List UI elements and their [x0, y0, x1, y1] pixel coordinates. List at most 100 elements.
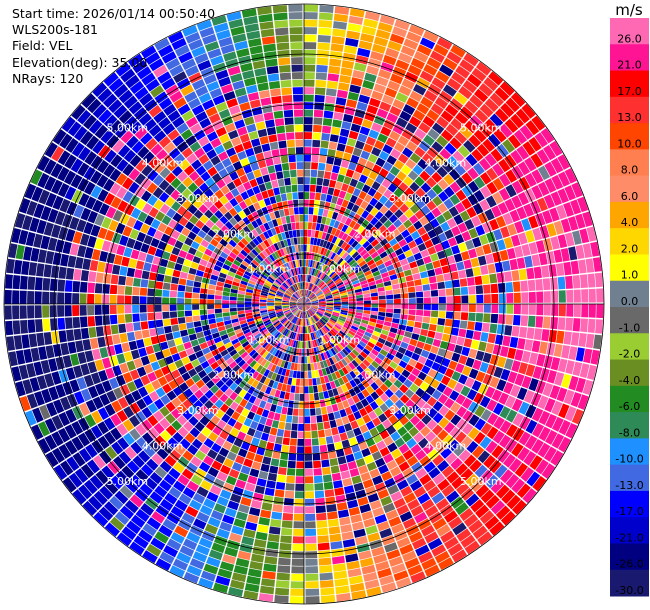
velocity-gate	[368, 247, 377, 256]
velocity-gate	[457, 145, 470, 158]
velocity-gate	[346, 99, 358, 109]
velocity-gate	[318, 19, 333, 28]
velocity-gate	[304, 12, 318, 20]
velocity-gate	[440, 129, 454, 142]
velocity-gate	[358, 190, 367, 200]
velocity-gate	[410, 57, 426, 70]
velocity-gate	[472, 266, 482, 277]
velocity-gate	[304, 289, 307, 297]
velocity-gate	[479, 103, 494, 118]
velocity-gate	[472, 237, 482, 248]
velocity-gate	[450, 117, 464, 131]
velocity-gate	[463, 52, 479, 67]
velocity-gate	[351, 240, 359, 249]
velocity-gate	[390, 256, 400, 264]
velocity-gate	[314, 230, 320, 238]
velocity-gate	[525, 230, 535, 243]
velocity-gate	[464, 120, 478, 134]
velocity-gate	[357, 216, 365, 225]
velocity-gate	[543, 238, 553, 252]
velocity-gate	[305, 282, 308, 290]
velocity-gate	[504, 118, 519, 133]
velocity-gate	[320, 140, 329, 149]
colorbar-tick-label: 17.0	[617, 85, 642, 98]
velocity-gate	[543, 194, 555, 209]
velocity-gate	[374, 220, 383, 230]
velocity-gate	[371, 181, 381, 191]
velocity-gate	[563, 202, 575, 217]
velocity-gate	[385, 47, 400, 59]
velocity-gate	[318, 300, 326, 303]
velocity-gate	[560, 247, 570, 262]
velocity-gate	[307, 290, 311, 298]
velocity-gate	[307, 229, 312, 237]
velocity-gate	[334, 6, 350, 15]
velocity-gate	[406, 255, 416, 264]
velocity-gate	[436, 135, 449, 148]
velocity-gate	[321, 133, 331, 141]
velocity-gate	[329, 50, 343, 60]
velocity-gate	[473, 162, 485, 176]
velocity-gate	[343, 176, 352, 185]
velocity-gate	[362, 290, 371, 295]
velocity-gate	[304, 300, 311, 304]
velocity-gate	[313, 124, 322, 133]
velocity-gate	[354, 243, 362, 251]
velocity-gate	[510, 92, 526, 108]
velocity-gate	[525, 120, 540, 136]
colorbar-tick-label: 0.0	[621, 295, 639, 308]
velocity-gate	[304, 147, 312, 155]
velocity-gate	[513, 129, 528, 145]
velocity-gate	[387, 80, 401, 92]
velocity-gate	[477, 255, 487, 266]
velocity-gate	[498, 158, 511, 173]
velocity-gate	[464, 219, 475, 230]
velocity-gate	[431, 122, 445, 135]
velocity-gate	[367, 187, 377, 197]
velocity-gate	[446, 51, 462, 65]
velocity-gate	[370, 251, 379, 259]
velocity-gate	[397, 153, 409, 164]
velocity-gate	[550, 191, 562, 206]
velocity-gate	[443, 186, 455, 198]
velocity-gate	[308, 207, 314, 215]
velocity-gate	[423, 134, 435, 146]
velocity-gate	[494, 108, 509, 123]
velocity-gate	[420, 249, 430, 258]
velocity-gate	[333, 276, 340, 282]
velocity-gate	[319, 200, 326, 209]
velocity-gate	[318, 12, 333, 21]
velocity-gate	[429, 50, 445, 63]
velocity-gate	[436, 37, 453, 50]
velocity-gate	[422, 115, 435, 128]
velocity-gate	[557, 188, 569, 204]
velocity-gate	[338, 166, 348, 176]
velocity-gate	[458, 242, 468, 253]
velocity-gate	[368, 97, 381, 108]
velocity-gate	[528, 242, 538, 255]
velocity-gate	[538, 252, 548, 266]
velocity-gate	[331, 244, 338, 252]
velocity-gate	[317, 254, 323, 262]
velocity-gate	[325, 194, 333, 203]
velocity-gate	[398, 238, 408, 248]
velocity-gate	[459, 210, 471, 222]
velocity-gate	[516, 206, 528, 220]
velocity-gate	[311, 230, 316, 238]
velocity-gate	[348, 237, 356, 246]
velocity-gate	[471, 215, 482, 227]
velocity-gate	[413, 51, 429, 63]
velocity-gate	[313, 277, 318, 284]
velocity-gate	[389, 105, 402, 117]
velocity-gate	[373, 191, 383, 201]
colorbar-title: m/s	[615, 1, 643, 19]
velocity-gate	[346, 246, 354, 254]
velocity-gate	[336, 281, 344, 287]
velocity-gate	[316, 177, 324, 186]
velocity-gate	[385, 247, 395, 255]
velocity-gate	[360, 150, 371, 160]
velocity-gate	[317, 34, 331, 43]
velocity-gate	[362, 252, 371, 260]
velocity-gate	[485, 195, 497, 208]
velocity-gate	[368, 170, 379, 181]
